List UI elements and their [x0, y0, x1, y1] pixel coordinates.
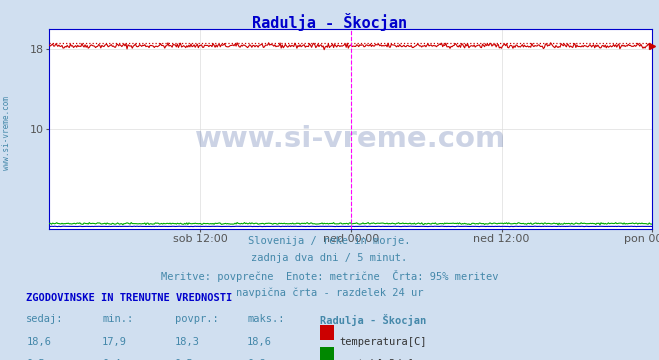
Text: 0,4: 0,4 [102, 359, 121, 360]
Text: 17,9: 17,9 [102, 337, 127, 347]
Text: povpr.:: povpr.: [175, 314, 218, 324]
Text: Slovenija / reke in morje.: Slovenija / reke in morje. [248, 236, 411, 246]
Text: pretok[m3/s]: pretok[m3/s] [339, 359, 415, 360]
Text: temperatura[C]: temperatura[C] [339, 337, 427, 347]
Text: min.:: min.: [102, 314, 133, 324]
Text: zadnja dva dni / 5 minut.: zadnja dva dni / 5 minut. [251, 253, 408, 263]
Text: www.si-vreme.com: www.si-vreme.com [195, 125, 507, 153]
Text: maks.:: maks.: [247, 314, 285, 324]
Text: 18,6: 18,6 [247, 337, 272, 347]
Text: 0,8: 0,8 [247, 359, 266, 360]
Text: 18,6: 18,6 [26, 337, 51, 347]
Text: 18,3: 18,3 [175, 337, 200, 347]
Text: navpična črta - razdelek 24 ur: navpična črta - razdelek 24 ur [236, 288, 423, 298]
Text: Radulja - Škocjan: Radulja - Škocjan [320, 314, 426, 326]
Text: Meritve: povprečne  Enote: metrične  Črta: 95% meritev: Meritve: povprečne Enote: metrične Črta:… [161, 270, 498, 282]
Text: 0,5: 0,5 [175, 359, 193, 360]
Text: www.si-vreme.com: www.si-vreme.com [2, 96, 11, 170]
Text: ZGODOVINSKE IN TRENUTNE VREDNOSTI: ZGODOVINSKE IN TRENUTNE VREDNOSTI [26, 293, 233, 303]
Text: 0,5: 0,5 [26, 359, 45, 360]
Text: sedaj:: sedaj: [26, 314, 64, 324]
Text: Radulja - Škocjan: Radulja - Škocjan [252, 13, 407, 31]
